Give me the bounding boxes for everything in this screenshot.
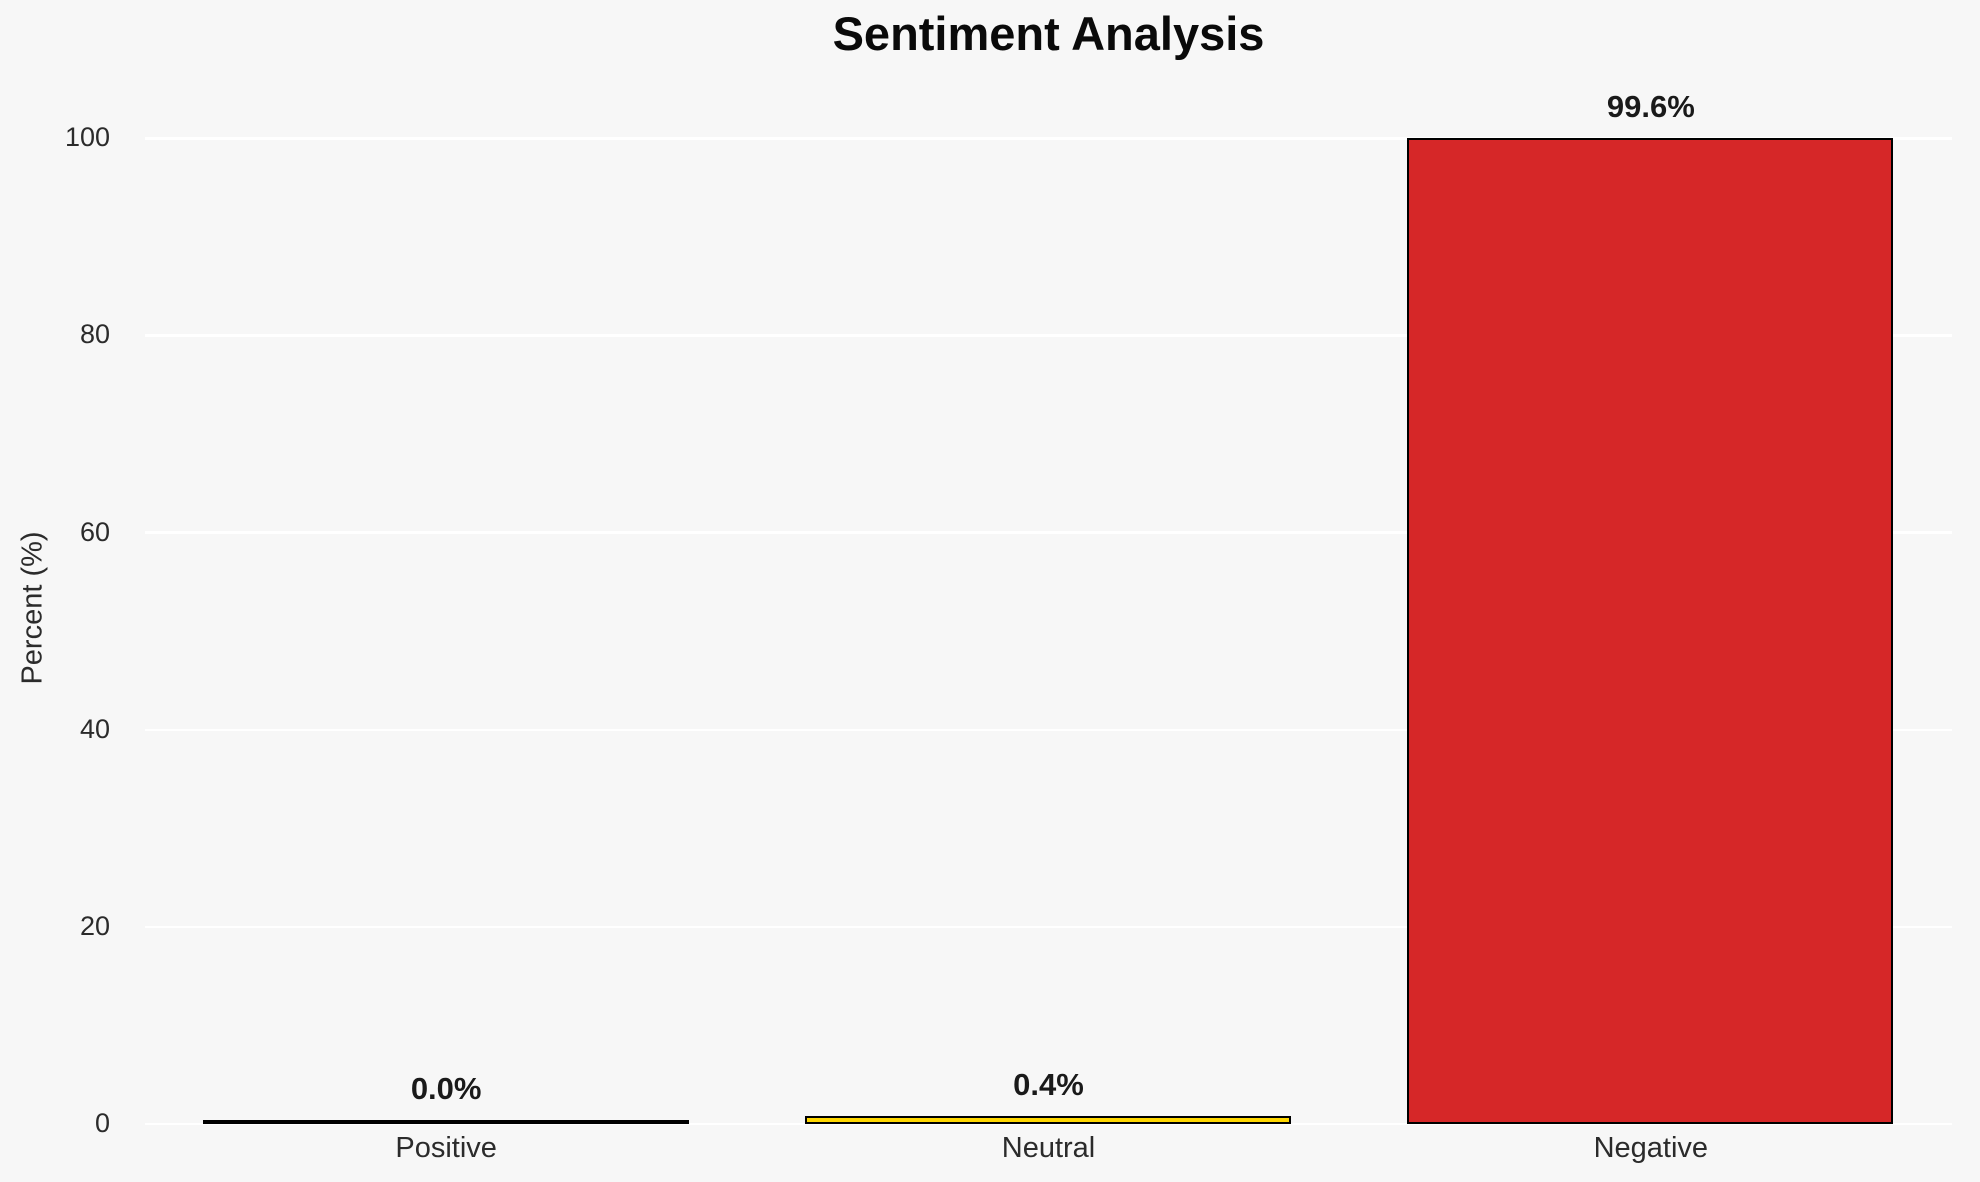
ytick-label: 40 — [79, 713, 110, 744]
gridline-y20 — [145, 925, 1952, 929]
gridline-y60 — [145, 531, 1952, 534]
value-label-neutral: 0.4% — [1013, 1067, 1084, 1103]
xtick-label-negative: Negative — [1593, 1132, 1709, 1164]
ytick-label: 0 — [94, 1108, 110, 1138]
value-label-positive: 0.0% — [410, 1071, 482, 1106]
ytick-label: 20 — [79, 910, 110, 941]
value-label-negative: 99.6% — [1606, 89, 1695, 125]
gridline-y0 — [145, 1122, 1952, 1126]
plot-area: 0.0% 0.4% 99.6% — [145, 89, 1952, 1126]
bar-positive — [202, 1120, 689, 1124]
ytick-label: 100 — [64, 122, 110, 153]
gridline-y80 — [145, 334, 1952, 337]
chart-title: Sentiment Analysis — [832, 7, 1265, 60]
bar-negative — [1407, 138, 1894, 1124]
xtick-label-neutral: Neutral — [1001, 1132, 1096, 1164]
gridline-y40 — [145, 728, 1952, 731]
bar-neutral — [805, 1116, 1291, 1124]
y-axis-label: Percent (%) — [16, 531, 49, 685]
gridline-y100 — [145, 137, 1952, 140]
xtick-label-positive: Positive — [395, 1132, 497, 1164]
ytick-label: 80 — [79, 319, 110, 350]
ytick-label: 60 — [79, 516, 110, 547]
